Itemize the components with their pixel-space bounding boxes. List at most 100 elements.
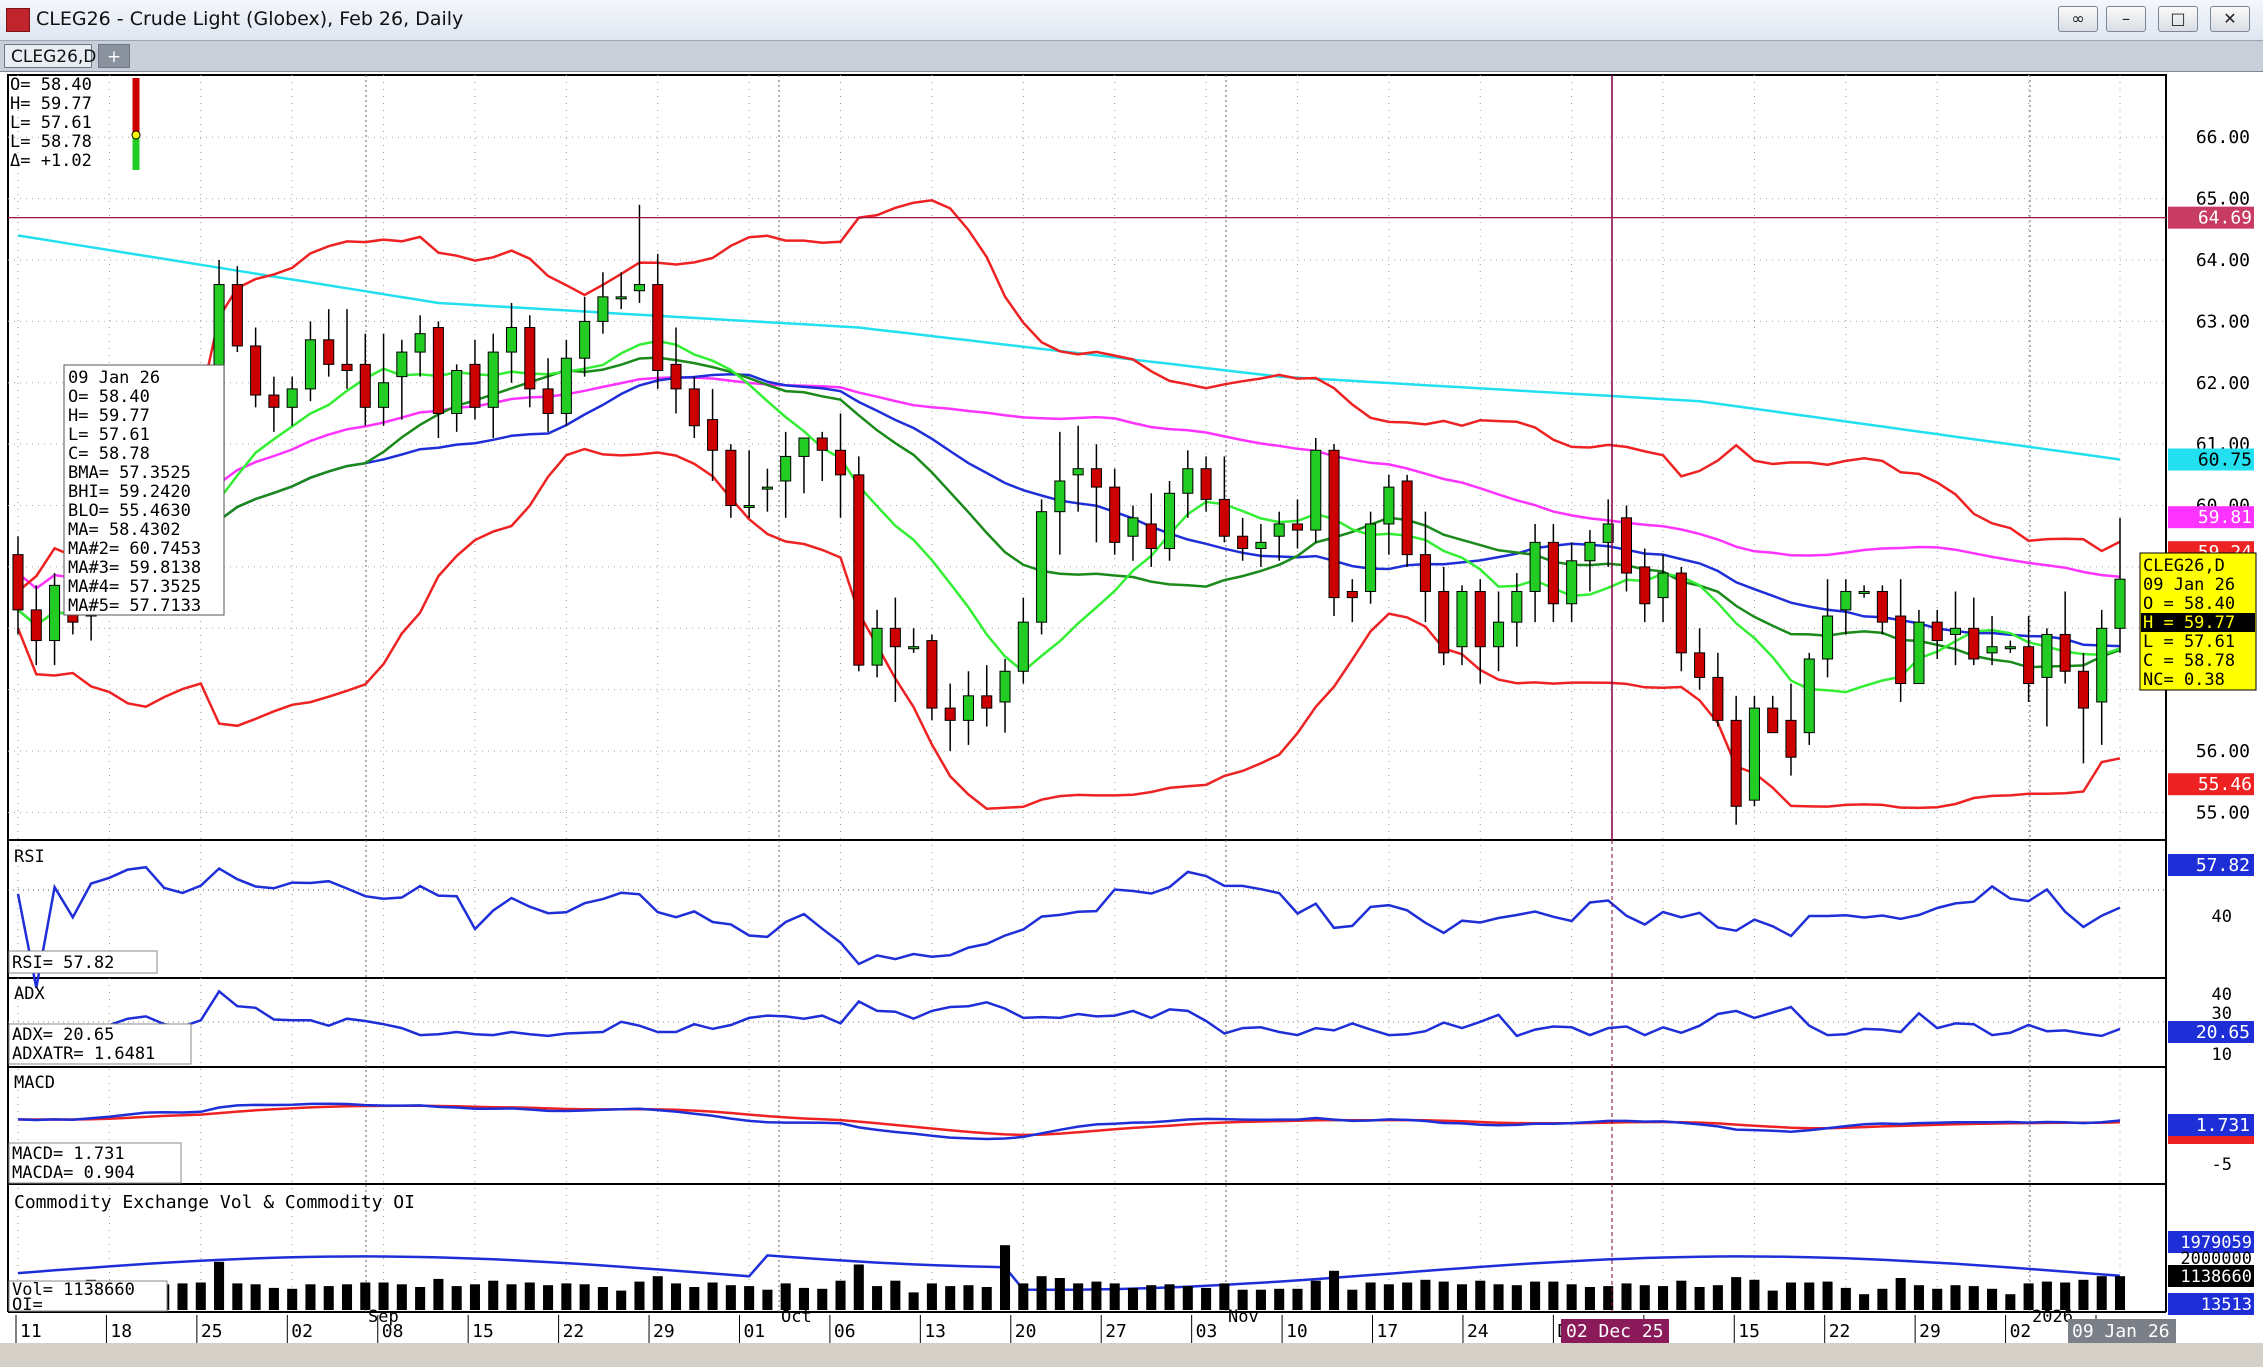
- volume-bar: [323, 1286, 334, 1310]
- candle: [633, 204, 645, 303]
- adx-readout: ADX= 20.65: [12, 1025, 114, 1045]
- candle-body: [1858, 590, 1870, 594]
- day-label: 17: [1377, 1321, 1399, 1342]
- candle: [323, 309, 335, 377]
- add-tab-button[interactable]: +: [98, 44, 130, 68]
- candle: [652, 253, 664, 389]
- candle: [1164, 480, 1176, 561]
- candle: [2096, 609, 2108, 745]
- candle-body: [1090, 468, 1102, 488]
- volume-bar: [1694, 1287, 1705, 1310]
- candle: [1931, 609, 1943, 659]
- candle-body: [1072, 468, 1084, 476]
- candle-body: [250, 345, 262, 396]
- candle-body: [1127, 517, 1139, 537]
- chart-area[interactable]: O= 58.40 H= 59.77 L= 57.61 L= 58.78 Δ= +…: [0, 72, 2263, 1367]
- volume-bar: [524, 1282, 535, 1310]
- volume-bar: [1548, 1281, 1559, 1310]
- adx-tag: [2168, 1021, 2254, 1043]
- day-label: 15: [472, 1321, 494, 1342]
- day-label: 06: [834, 1321, 856, 1342]
- time-axis[interactable]: 1118250208152229010613202703101724Dec081…: [8, 1307, 2166, 1343]
- candle-body: [304, 339, 316, 390]
- candle: [1840, 579, 1852, 635]
- volume-bar: [1274, 1288, 1285, 1310]
- day-label: 22: [563, 1321, 585, 1342]
- candle: [926, 634, 938, 721]
- oi-readout: OI=: [12, 1295, 43, 1315]
- candle: [889, 597, 901, 702]
- candle-body: [1493, 621, 1505, 648]
- volume-bar: [1877, 1288, 1888, 1310]
- candle: [2004, 640, 2016, 653]
- volume-bar: [780, 1283, 791, 1310]
- cursor-line-c: C= 58.78: [68, 444, 150, 464]
- candle-body: [1822, 615, 1834, 660]
- volume-bar: [2041, 1281, 2052, 1310]
- volume-bar: [689, 1287, 700, 1310]
- day-label: 11: [20, 1321, 42, 1342]
- candles[interactable]: [12, 204, 2126, 825]
- volume-bar: [305, 1284, 316, 1310]
- cursor-line-ma: MA= 58.4302: [68, 520, 181, 540]
- volume-bar: [1018, 1283, 1029, 1310]
- tab-bar: CLEG26,D +: [0, 41, 2263, 72]
- candle: [1675, 566, 1687, 672]
- candle-body: [707, 419, 719, 451]
- month-label: 2026: [2032, 1307, 2073, 1327]
- volume-bar: [1310, 1280, 1321, 1310]
- volume-bar: [616, 1290, 627, 1310]
- candle-body: [1291, 523, 1304, 531]
- volume-bar: [214, 1261, 225, 1310]
- candle: [1694, 628, 1706, 690]
- candle: [999, 658, 1011, 733]
- candle: [1822, 579, 1834, 678]
- volume-bar: [433, 1278, 444, 1310]
- minimize-button[interactable]: –: [2106, 6, 2146, 32]
- volume-bar: [195, 1282, 206, 1310]
- volume-bar: [396, 1284, 407, 1310]
- candle: [2041, 628, 2053, 727]
- candle-body: [378, 382, 390, 408]
- candle: [1200, 456, 1212, 512]
- candle-body: [1968, 627, 1980, 660]
- candle-body: [798, 437, 810, 457]
- candle: [1273, 511, 1285, 561]
- volume-bar: [1219, 1283, 1230, 1310]
- rsi-readout: RSI= 57.82: [12, 953, 114, 973]
- candle-body: [286, 388, 298, 408]
- candle-body: [633, 284, 645, 292]
- volume-bar: [817, 1288, 828, 1310]
- candle-body: [1949, 627, 1962, 635]
- candle: [1547, 523, 1559, 623]
- candle-body: [1511, 590, 1523, 623]
- rsi-title: RSI: [14, 847, 45, 867]
- candle: [1895, 579, 1907, 702]
- candle-body: [1036, 511, 1048, 623]
- volume-bar: [561, 1283, 572, 1310]
- day-label: 29: [1919, 1321, 1941, 1342]
- candle-body: [889, 627, 901, 648]
- maximize-button[interactable]: □: [2158, 6, 2198, 32]
- volume-bar: [2023, 1283, 2034, 1310]
- close-button[interactable]: ✕: [2210, 6, 2250, 32]
- candle-body: [341, 363, 353, 371]
- volume-bar: [1237, 1289, 1248, 1310]
- tab-cleg26[interactable]: CLEG26,D: [4, 44, 96, 68]
- candle: [1017, 597, 1029, 684]
- candle-body: [268, 394, 280, 408]
- volume-bar: [762, 1289, 773, 1310]
- candle: [816, 431, 828, 481]
- volume-bar: [1749, 1279, 1760, 1310]
- candle: [944, 683, 956, 752]
- open-interest-line: [17, 1254, 2121, 1292]
- quote-high: H = 59.77: [2143, 613, 2235, 633]
- volume-bar: [287, 1288, 298, 1310]
- candle-body: [49, 584, 61, 642]
- candle-body: [30, 609, 42, 642]
- candle-body: [1566, 560, 1578, 605]
- candle: [396, 339, 408, 420]
- ma-magenta-tag-text: 59.81: [2198, 507, 2252, 528]
- candle: [1657, 554, 1669, 623]
- link-icon[interactable]: ∞: [2058, 6, 2098, 32]
